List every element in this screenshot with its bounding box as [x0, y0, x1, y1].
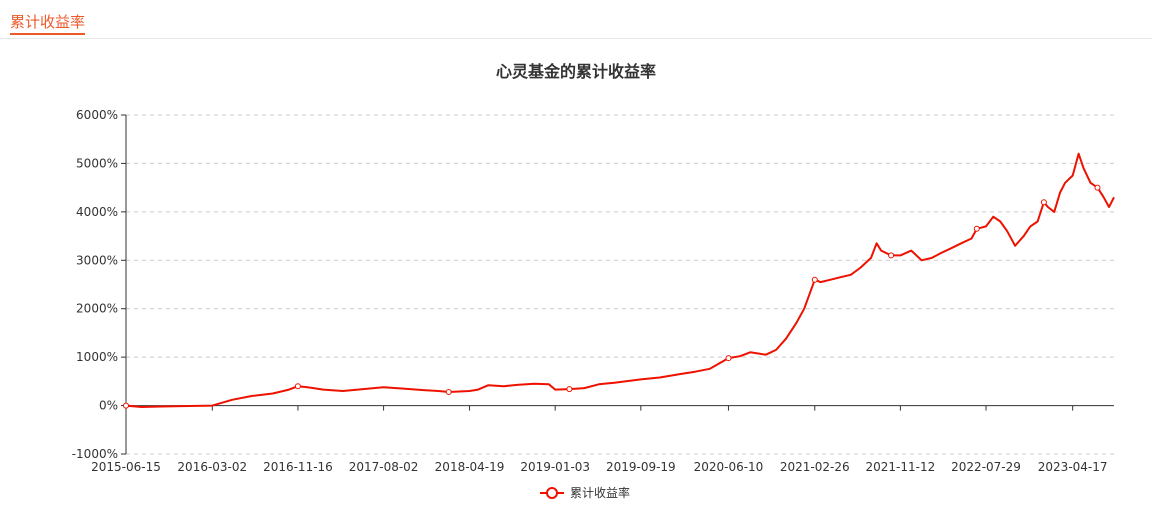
x-tick-label: 2021-02-26 — [780, 460, 850, 474]
x-tick-label: 2019-01-03 — [520, 460, 590, 474]
data-point — [566, 386, 573, 393]
data-point — [973, 225, 980, 232]
y-tick-label: 4000% — [76, 205, 118, 219]
x-tick-label: 2016-11-16 — [263, 460, 333, 474]
y-tick-label: 6000% — [76, 108, 118, 122]
x-tick-label: 2018-04-19 — [435, 460, 505, 474]
y-tick-label: -1000% — [72, 447, 118, 461]
data-point — [1040, 199, 1047, 206]
axes: 6000%5000%4000%3000%2000%1000%0%-1000%20… — [72, 108, 1114, 474]
x-tick-label: 2023-04-17 — [1038, 460, 1108, 474]
data-point — [888, 252, 895, 259]
x-tick-label: 2016-03-02 — [177, 460, 247, 474]
chart-title: 心灵基金的累计收益率 — [495, 62, 656, 81]
grid-lines — [126, 114, 1114, 455]
y-tick-label: 2000% — [76, 302, 118, 316]
tab-cumulative-return[interactable]: 累计收益率 — [10, 13, 86, 35]
series-line — [125, 152, 1115, 408]
legend[interactable]: 累计收益率 — [540, 485, 630, 500]
y-tick-label: 0% — [99, 399, 118, 413]
x-tick-label: 2020-06-10 — [694, 460, 764, 474]
x-tick-label: 2015-06-15 — [91, 460, 161, 474]
x-tick-label: 2022-07-29 — [951, 460, 1021, 474]
tab-bar: 累计收益率 — [0, 0, 1152, 39]
series-lines — [123, 152, 1115, 409]
y-tick-label: 3000% — [76, 253, 118, 267]
y-tick-label: 1000% — [76, 350, 118, 364]
x-tick-label: 2019-09-19 — [606, 460, 676, 474]
x-tick-label: 2021-11-12 — [866, 460, 936, 474]
data-point — [294, 383, 301, 390]
data-point — [445, 389, 452, 395]
legend-label: 累计收益率 — [570, 485, 630, 500]
y-tick-label: 5000% — [76, 156, 118, 170]
legend-marker — [546, 487, 558, 499]
data-point — [725, 355, 732, 362]
data-point — [1094, 184, 1101, 191]
data-point — [811, 276, 818, 283]
x-tick-label: 2017-08-02 — [349, 460, 419, 474]
data-point — [123, 402, 129, 409]
